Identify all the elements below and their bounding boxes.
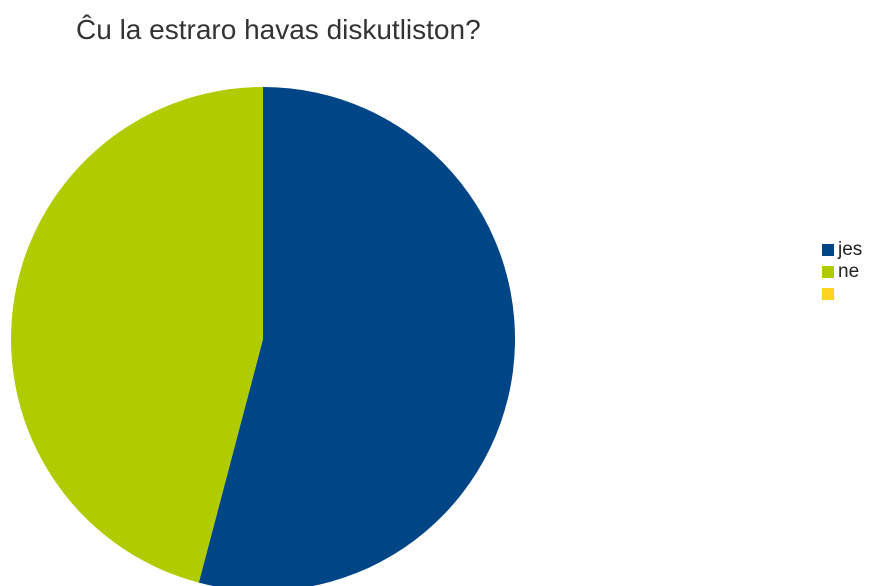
legend-label: jes	[838, 239, 863, 260]
pie-slices	[11, 87, 516, 586]
pie-slice-ne	[11, 87, 263, 583]
legend-swatch	[822, 288, 834, 300]
pie-slice-jes	[198, 87, 516, 586]
legend-swatch	[822, 244, 834, 256]
chart-title: Ĉu la estraro havas diskutliston?	[76, 14, 481, 45]
legend-swatch	[822, 266, 834, 278]
legend-label: ne	[838, 261, 860, 282]
